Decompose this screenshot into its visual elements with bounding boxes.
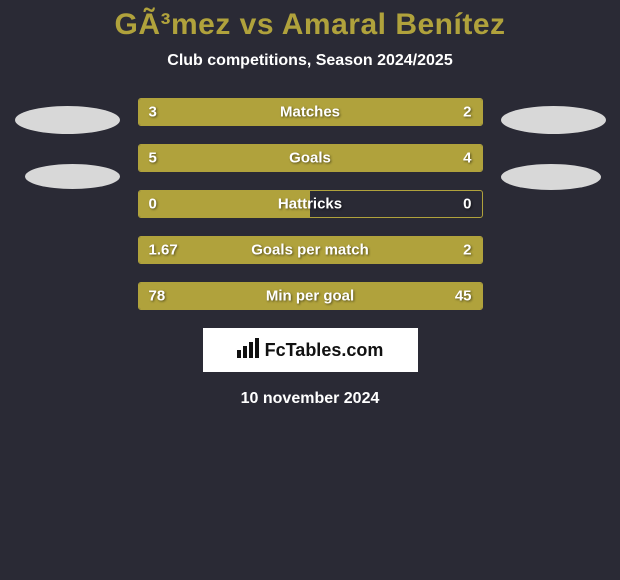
stat-right-value: 2 bbox=[463, 242, 471, 259]
stat-label: Goals per match bbox=[251, 242, 369, 259]
stat-left-value: 3 bbox=[149, 104, 157, 121]
left-player-badges bbox=[10, 98, 120, 189]
footer-date: 10 november 2024 bbox=[0, 390, 620, 408]
stat-row: 5 4 Goals bbox=[138, 144, 483, 172]
stat-right-fill bbox=[344, 99, 481, 125]
stat-label: Matches bbox=[280, 104, 340, 121]
stat-left-value: 1.67 bbox=[149, 242, 178, 259]
stat-row: 78 45 Min per goal bbox=[138, 282, 483, 310]
player-badge-placeholder bbox=[15, 106, 120, 134]
stat-right-value: 4 bbox=[463, 150, 471, 167]
stat-label: Min per goal bbox=[266, 288, 354, 305]
stat-left-value: 78 bbox=[149, 288, 166, 305]
club-badge-placeholder bbox=[25, 164, 120, 189]
page-subtitle: Club competitions, Season 2024/2025 bbox=[0, 52, 620, 70]
stat-label: Goals bbox=[289, 150, 331, 167]
stat-label: Hattricks bbox=[278, 196, 342, 213]
right-player-badges bbox=[501, 98, 611, 190]
player-badge-placeholder bbox=[501, 106, 606, 134]
stat-right-value: 45 bbox=[455, 288, 472, 305]
stat-row: 3 2 Matches bbox=[138, 98, 483, 126]
stat-row: 1.67 2 Goals per match bbox=[138, 236, 483, 264]
bar-chart-icon bbox=[237, 338, 259, 363]
page-title: GÃ³mez vs Amaral Benítez bbox=[0, 8, 620, 42]
club-badge-placeholder bbox=[501, 164, 601, 190]
comparison-bars: 3 2 Matches 5 4 Goals 0 0 Hattricks 1.67 2 Goals pe… bbox=[138, 98, 483, 310]
brand-box[interactable]: FcTables.com bbox=[203, 328, 418, 372]
brand-text: FcTables.com bbox=[265, 340, 384, 361]
chart-layout: 3 2 Matches 5 4 Goals 0 0 Hattricks 1.67 2 Goals pe… bbox=[0, 98, 620, 310]
stat-row: 0 0 Hattricks bbox=[138, 190, 483, 218]
comparison-widget: GÃ³mez vs Amaral Benítez Club competitio… bbox=[0, 0, 620, 408]
stat-right-fill bbox=[331, 145, 482, 171]
stat-right-value: 0 bbox=[463, 196, 471, 213]
stat-left-value: 0 bbox=[149, 196, 157, 213]
stat-left-value: 5 bbox=[149, 150, 157, 167]
stat-right-value: 2 bbox=[463, 104, 471, 121]
